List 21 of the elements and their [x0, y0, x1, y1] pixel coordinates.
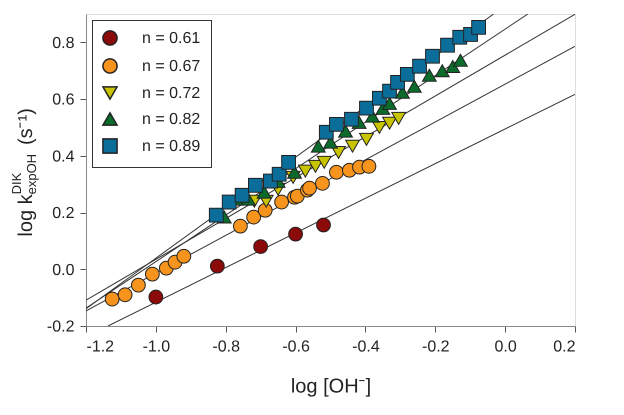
legend-label: n = 0.72 [142, 85, 200, 102]
y-tick-label: -0.2 [46, 318, 75, 336]
x-tick-label: 0.2 [553, 338, 576, 356]
legend-label: n = 0.82 [142, 111, 200, 128]
y-tick-label: 0.6 [52, 92, 75, 109]
y-tick-label: 0.4 [52, 148, 75, 166]
x-tick-label: -0.6 [282, 338, 310, 356]
legend-label: n = 0.89 [142, 138, 200, 155]
x-tick-label: -1.2 [86, 338, 114, 356]
x-tick-label: -1.0 [142, 338, 170, 356]
y-tick-label: 0.2 [52, 205, 75, 222]
x-tick-label: -0.2 [422, 338, 450, 356]
x-tick-label: -0.8 [212, 338, 240, 356]
y-axis-title: log kDIKexpOH (s⁻¹) [9, 108, 39, 237]
legend-label: n = 0.67 [142, 58, 200, 75]
x-axis-title: log [OH⁻] [290, 376, 372, 398]
x-tick-label: 0.0 [494, 338, 517, 356]
y-tick-label: 0.0 [52, 262, 75, 279]
legend-label: n = 0.61 [142, 30, 200, 47]
y-tick-label: 0.8 [52, 34, 75, 52]
x-tick-label: -0.4 [352, 338, 380, 356]
